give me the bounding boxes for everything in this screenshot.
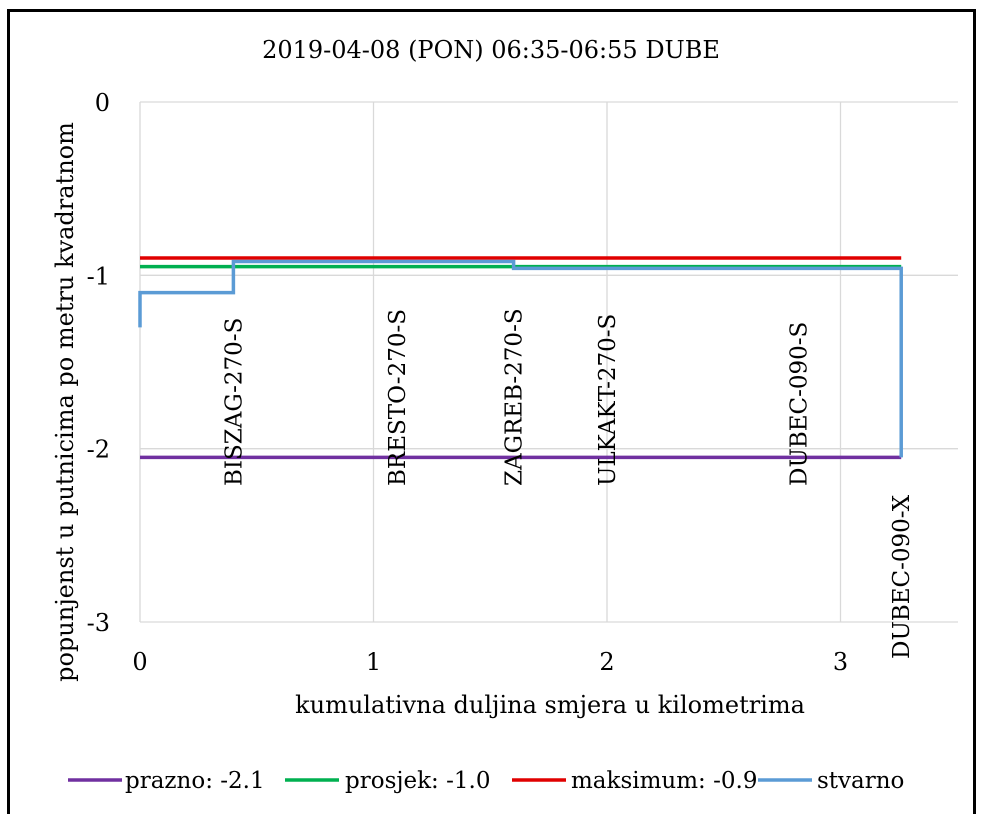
chart-title: 2019-04-08 (PON) 06:35-06:55 DUBE: [262, 36, 720, 64]
legend: prazno: -2.1 prosjek: -1.0 maksimum: -0.9 s…: [68, 768, 904, 794]
y-tick-label: 0: [95, 89, 110, 117]
y-axis-label: popunjenst u putnicima po metru kvadratn…: [51, 122, 79, 682]
chart-frame: [7, 9, 976, 814]
x-axis-label: kumulativna duljina smjera u kilometrima: [295, 691, 805, 719]
station-label-1: BRESTO-270-S: [385, 309, 411, 486]
station-label-4: DUBEC-090-S: [786, 322, 812, 486]
legend-label-0: prazno: -2.1: [125, 768, 265, 794]
y-tick-label: -1: [87, 262, 110, 290]
grid: [139, 101, 958, 623]
station-label-2: ZAGREB-270-S: [502, 308, 528, 486]
station-labels: BISZAG-270-S BRESTO-270-S ZAGREB-270-S ULKA…: [221, 308, 915, 659]
station-label-3: ULKAKT-270-S: [595, 314, 621, 486]
station-label-5: DUBEC-090-X: [889, 494, 915, 659]
tick-labels: 0 -1 -2 -3 0 1 2 3: [87, 89, 849, 676]
y-tick-label: -2: [87, 436, 110, 464]
legend-label-2: maksimum: -0.9: [571, 768, 757, 794]
x-tick-label: 2: [599, 648, 614, 676]
y-tick-label: -3: [87, 609, 110, 637]
x-tick-label: 0: [132, 648, 147, 676]
legend-label-1: prosjek: -1.0: [345, 768, 490, 794]
legend-label-3: stvarno: [817, 768, 904, 794]
x-tick-label: 1: [366, 648, 381, 676]
series-lines: [138, 256, 903, 460]
series-line-3: [138, 259, 903, 458]
x-tick-label: 3: [833, 648, 848, 676]
station-label-0: BISZAG-270-S: [221, 318, 247, 486]
